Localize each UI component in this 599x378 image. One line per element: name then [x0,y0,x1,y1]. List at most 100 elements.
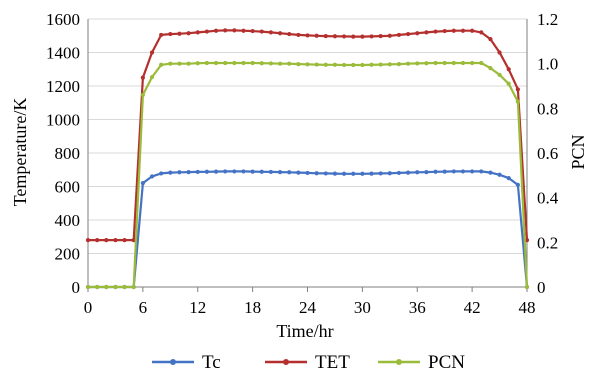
x-tick-label: 48 [519,298,536,317]
data-point [104,284,109,290]
data-point [277,61,283,66]
data-point [204,29,209,34]
data-point [168,61,173,66]
data-point [314,33,319,38]
data-point [95,284,100,290]
data-point [378,33,383,39]
x-tick-label: 30 [354,298,371,317]
y-tick-label: 0 [72,278,81,297]
y2-tick-label: 0.6 [537,144,558,163]
legend-label: Tc [202,352,221,373]
data-point [341,62,347,68]
data-point [497,172,502,177]
data-point [332,62,338,67]
x-tick-label: 36 [409,298,426,317]
data-point [387,62,392,67]
data-point [177,61,182,66]
data-point [341,171,347,176]
data-point [232,169,237,174]
data-point [195,61,200,66]
data-point [451,169,456,174]
data-point [104,238,109,243]
data-point [524,284,530,290]
y2-tick-label: 0.2 [537,233,558,252]
data-point [396,170,402,176]
data-point [232,28,237,33]
data-point [341,34,347,39]
x-tick-label: 42 [464,298,481,317]
data-point [113,238,118,243]
data-point [387,171,392,176]
data-point [268,169,274,175]
data-point [470,60,475,66]
data-point [296,170,301,175]
data-point [332,171,338,176]
data-point [305,33,310,38]
data-point [433,60,438,66]
data-point [378,62,383,67]
data-point [433,169,438,174]
data-point [223,169,228,174]
x-tick-label: 24 [299,298,317,317]
right-axis-tick-labels: 0 0.2 0.4 0.6 0.8 1.0 1.2 [537,10,559,297]
data-point [515,182,520,187]
data-point [351,34,356,39]
data-point [213,169,219,174]
data-point [186,61,191,66]
data-point [241,169,246,174]
data-point [250,28,255,34]
data-point [268,30,274,35]
y2-tick-label: 0.8 [537,99,558,118]
data-point [396,62,402,67]
series-line-tc [88,170,529,289]
data-point [140,92,145,98]
data-point [287,170,292,175]
data-point [488,37,493,42]
data-point [497,72,502,77]
y-tick-label: 600 [55,178,81,197]
y2-axis-title: PCN [568,134,588,169]
data-point [332,34,338,39]
data-point [369,171,374,176]
y2-tick-label: 1.0 [537,55,558,74]
data-point [277,31,283,36]
data-point [378,171,383,176]
data-point [122,284,127,290]
data-point [323,171,328,176]
data-point [296,62,301,67]
series-tc [85,169,530,290]
data-point [277,169,283,175]
x-tick-label: 12 [189,298,206,317]
data-point [415,61,420,66]
y-tick-label: 1600 [46,10,80,29]
data-point [360,62,365,68]
grid-lines [88,18,527,254]
legend-item-pcn: PCN [378,352,465,373]
data-point [168,31,173,37]
data-point [396,32,402,38]
data-point [506,176,511,181]
data-point [113,284,118,290]
left-axis-tick-labels: 0 200 400 600 800 1000 1200 1400 1600 [46,10,80,297]
data-point [195,30,200,35]
legend-marker [283,359,289,365]
data-point [442,28,447,34]
data-point [195,169,200,175]
data-point [479,169,484,174]
data-point [460,28,466,33]
legend-marker [396,359,402,365]
legend-label: PCN [428,352,465,373]
y-tick-label: 1000 [46,111,80,130]
data-point [415,31,420,36]
series-line-tet [88,29,529,242]
data-point [85,284,91,290]
data-point [442,60,447,66]
data-point [177,170,182,175]
data-point [479,30,484,35]
data-series [85,28,530,290]
x-tick-label: 0 [84,298,93,317]
data-point [204,60,209,66]
data-point [442,169,447,174]
data-point [204,169,209,174]
series-pcn [85,60,530,290]
